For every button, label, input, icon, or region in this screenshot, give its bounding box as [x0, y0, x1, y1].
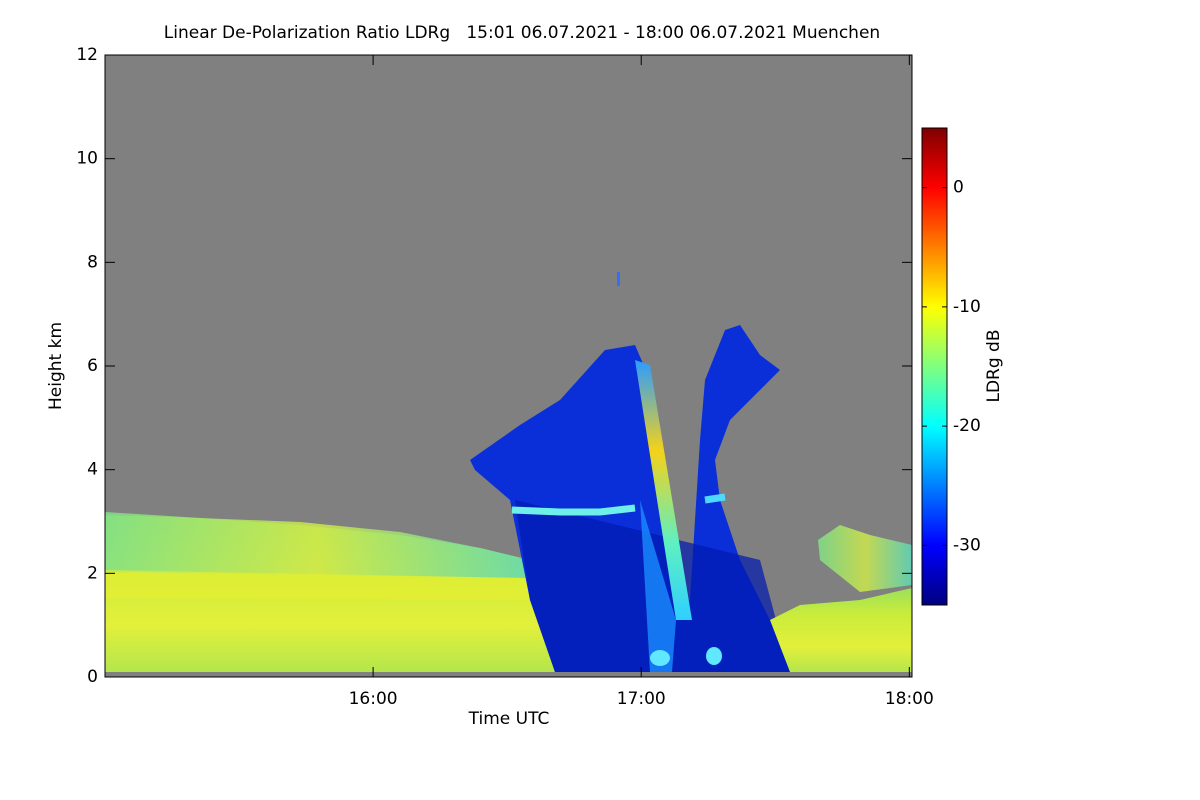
chart-title: Linear De-Polarization Ratio LDRg 15:01 …	[164, 23, 880, 43]
aerosol-band	[818, 525, 912, 592]
colorbar-label: LDRg dB	[984, 329, 1004, 402]
colorbar-tick-label: 0	[953, 178, 964, 198]
low-layer	[770, 588, 912, 672]
y-tick-label: 12	[76, 45, 98, 65]
y-axis-label: Height km	[46, 322, 66, 410]
melting-layer	[704, 493, 726, 504]
x-tick-label: 18:00	[885, 689, 934, 709]
y-tick-label: 4	[87, 460, 98, 480]
aerosol-band	[105, 570, 540, 600]
y-tick-label: 10	[76, 149, 98, 169]
melting-layer	[511, 504, 636, 516]
colorbar-tick-label: -20	[953, 416, 981, 436]
colorbar	[921, 127, 948, 606]
field	[105, 272, 912, 672]
x-axis-label: Time UTC	[468, 709, 550, 729]
colorbar-tick-label: -10	[953, 297, 981, 317]
rain-echo	[650, 650, 670, 666]
y-tick-label: 6	[87, 356, 98, 376]
fall-streak	[635, 360, 692, 620]
fall-streak	[640, 500, 676, 672]
aerosol-band	[105, 512, 530, 578]
y-tick-label: 0	[87, 667, 98, 687]
y-tick-label: 8	[87, 252, 98, 272]
x-tick-label: 17:00	[617, 689, 666, 709]
cloud-speck	[617, 272, 620, 286]
rain-echo	[706, 647, 722, 665]
y-tick-label: 2	[87, 563, 98, 583]
x-tick-label: 16:00	[349, 689, 398, 709]
colorbar-tick-label: -30	[953, 535, 981, 555]
